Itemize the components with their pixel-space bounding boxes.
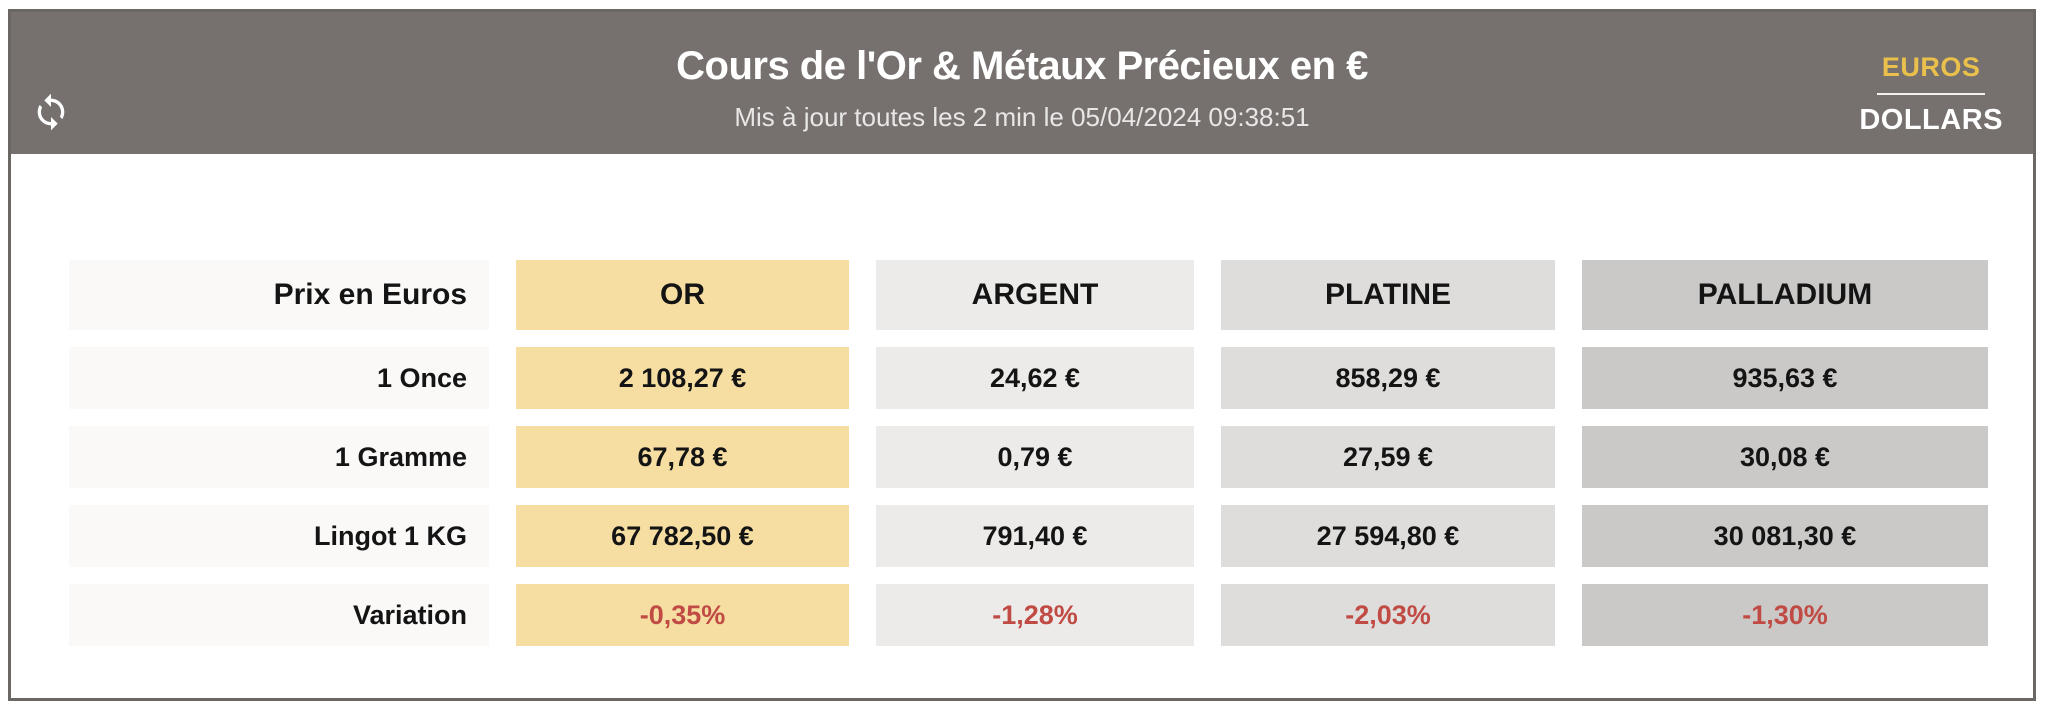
currency-option-dollars[interactable]: DOLLARS <box>1859 104 2003 136</box>
variation-platine: -2,03% <box>1221 584 1555 646</box>
value-once-argent: 24,62 € <box>876 347 1194 409</box>
refresh-icon <box>31 92 71 132</box>
column-header-or: OR <box>516 260 849 330</box>
value-lingot-platine: 27 594,80 € <box>1221 505 1555 567</box>
column-header-palladium: PALLADIUM <box>1582 260 1988 330</box>
table-corner-header: Prix en Euros <box>69 260 489 330</box>
value-once-palladium: 935,63 € <box>1582 347 1988 409</box>
row-label-once: 1 Once <box>69 347 489 409</box>
widget-header: Cours de l'Or & Métaux Précieux en € Mis… <box>11 12 2033 154</box>
page-title: Cours de l'Or & Métaux Précieux en € <box>676 44 1368 88</box>
value-once-platine: 858,29 € <box>1221 347 1555 409</box>
refresh-button[interactable] <box>31 92 71 132</box>
value-once-or: 2 108,27 € <box>516 347 849 409</box>
currency-option-euros[interactable]: EUROS <box>1881 52 1981 82</box>
currency-toggle: EUROS DOLLARS <box>1859 52 2003 137</box>
row-label-lingot: Lingot 1 KG <box>69 505 489 567</box>
variation-palladium: -1,30% <box>1582 584 1988 646</box>
row-label-variation: Variation <box>69 584 489 646</box>
gold-prices-widget: Cours de l'Or & Métaux Précieux en € Mis… <box>8 9 2036 701</box>
value-gramme-palladium: 30,08 € <box>1582 426 1988 488</box>
value-gramme-platine: 27,59 € <box>1221 426 1555 488</box>
row-label-gramme: 1 Gramme <box>69 426 489 488</box>
widget-content: Prix en Euros OR ARGENT PLATINE PALLADIU… <box>11 154 2033 646</box>
value-lingot-palladium: 30 081,30 € <box>1582 505 1988 567</box>
last-updated-text: Mis à jour toutes les 2 min le 05/04/202… <box>734 102 1310 132</box>
value-gramme-or: 67,78 € <box>516 426 849 488</box>
column-header-argent: ARGENT <box>876 260 1194 330</box>
column-header-platine: PLATINE <box>1221 260 1555 330</box>
variation-argent: -1,28% <box>876 584 1194 646</box>
value-gramme-argent: 0,79 € <box>876 426 1194 488</box>
value-lingot-or: 67 782,50 € <box>516 505 849 567</box>
value-lingot-argent: 791,40 € <box>876 505 1194 567</box>
variation-or: -0,35% <box>516 584 849 646</box>
currency-toggle-divider <box>1877 93 1986 95</box>
price-table: Prix en Euros OR ARGENT PLATINE PALLADIU… <box>69 260 2033 646</box>
